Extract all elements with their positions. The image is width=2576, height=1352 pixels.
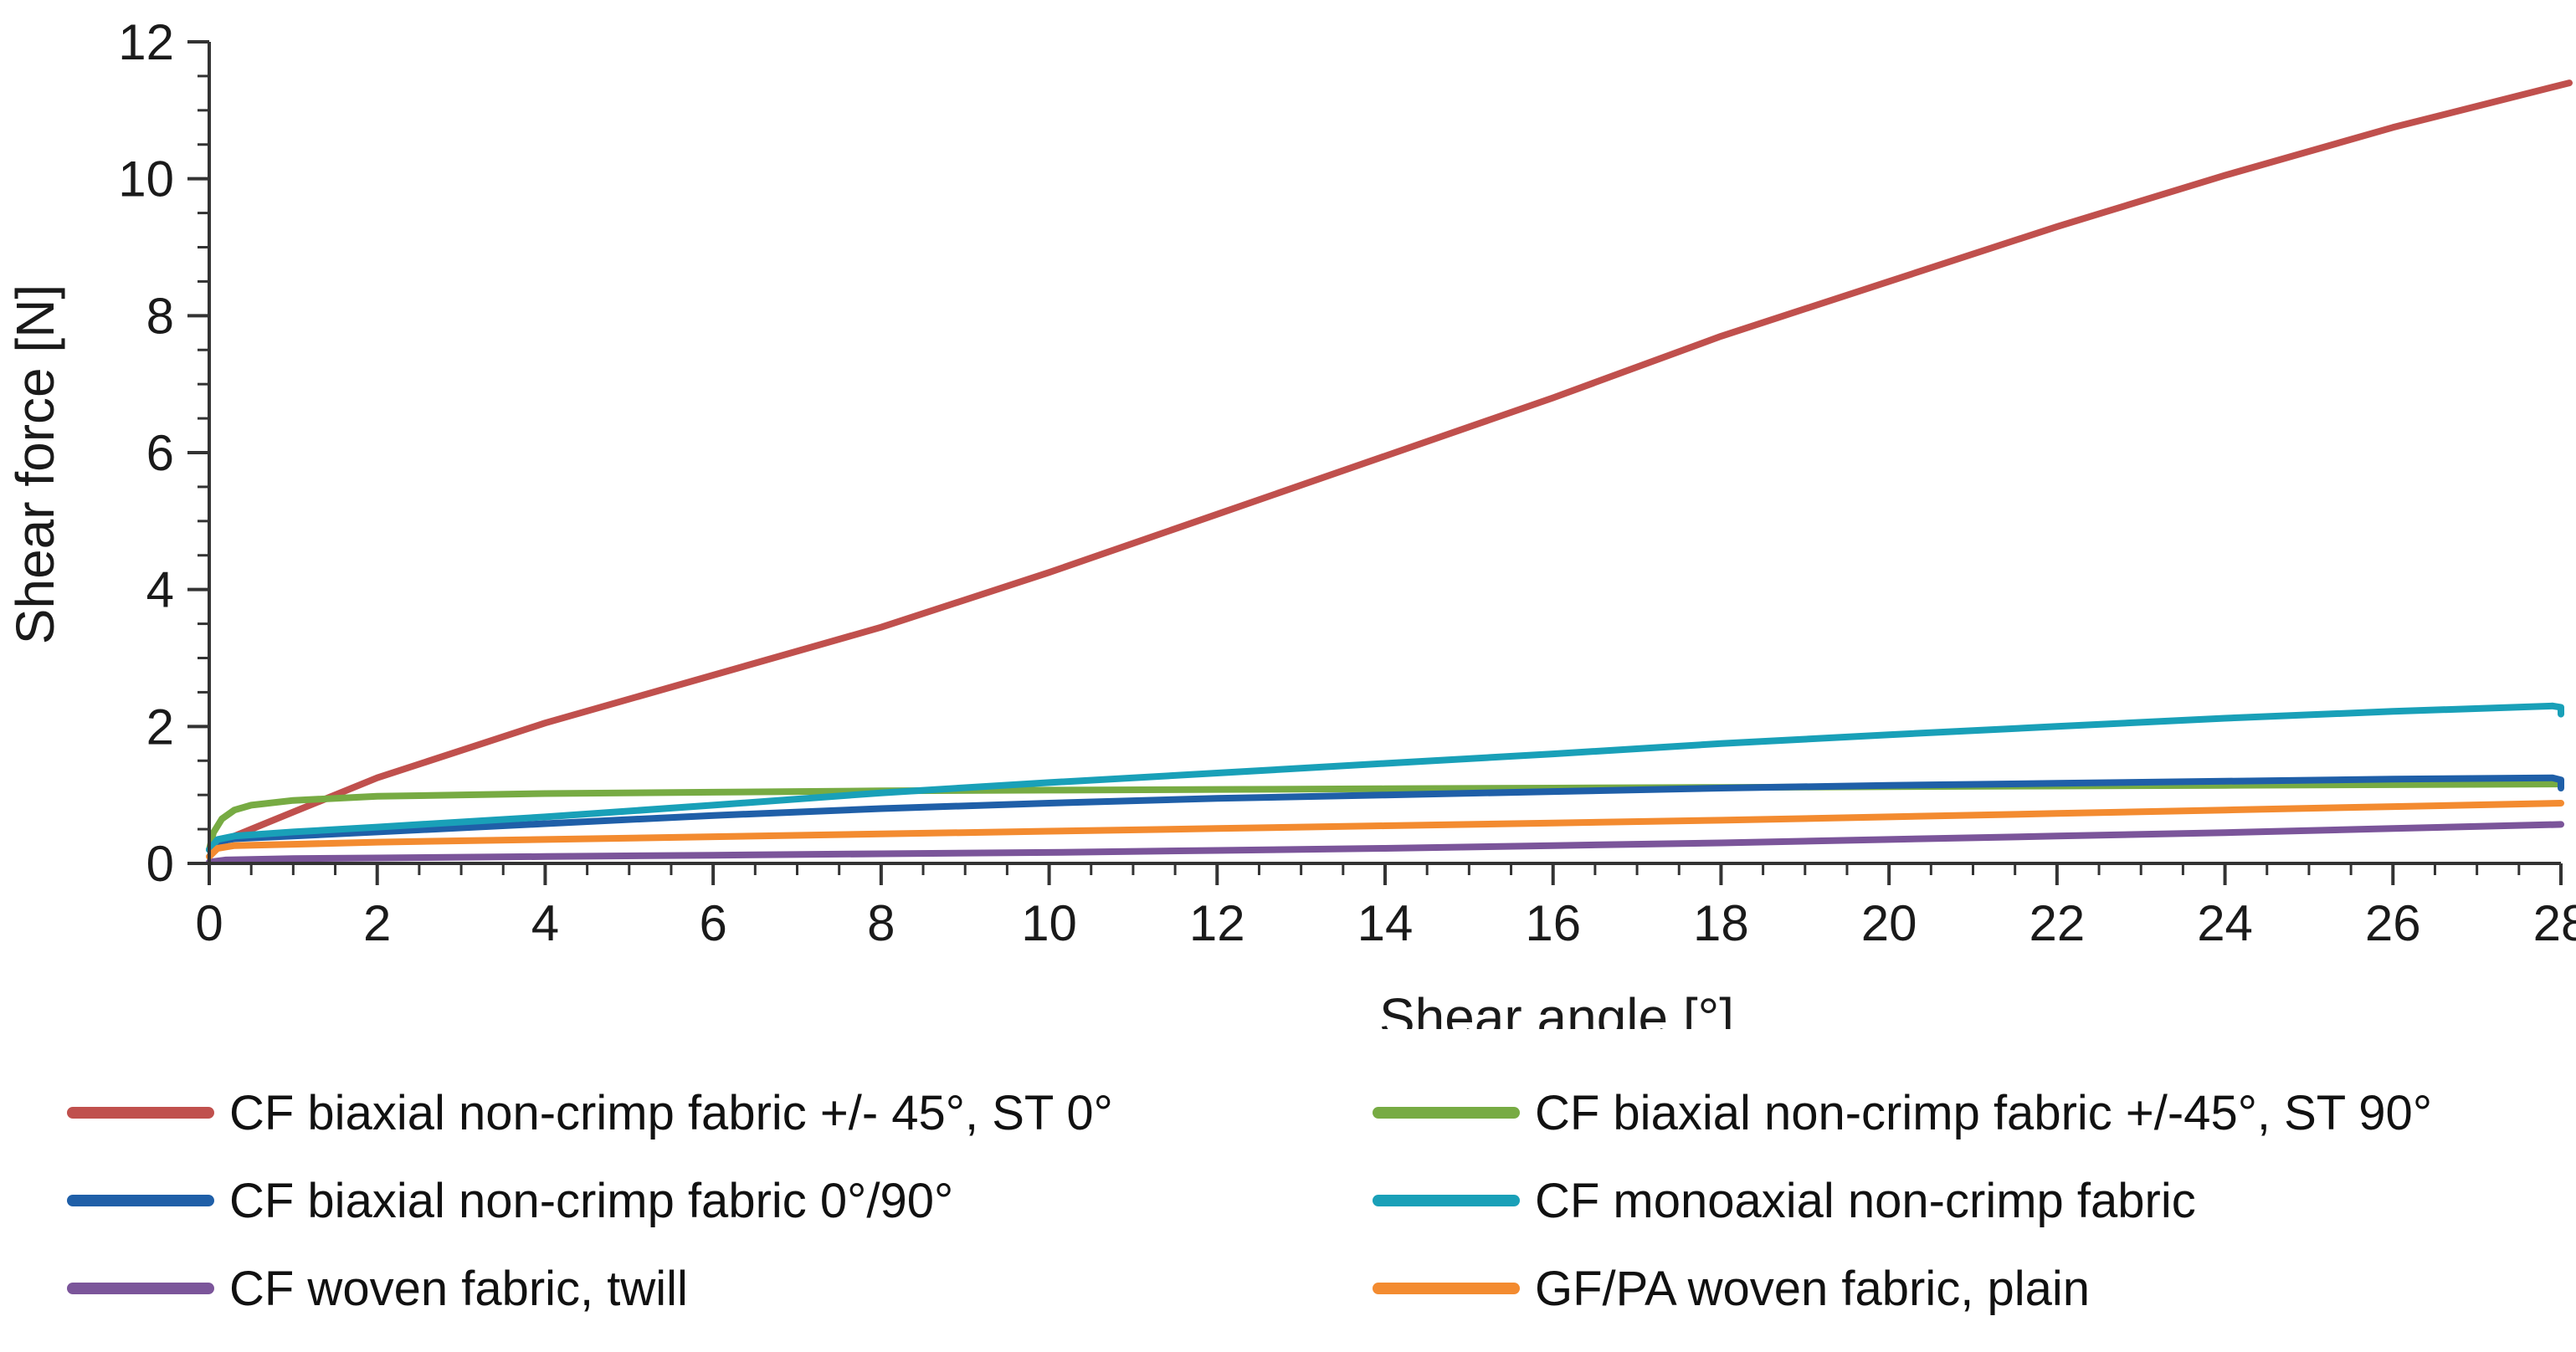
x-ticks: 0 2 4 6 8 10 12 14 16 18 20 22 24 26 28 xyxy=(195,863,2576,951)
x-tick-label: 2 xyxy=(363,895,391,951)
x-tick-label: 14 xyxy=(1357,895,1414,951)
x-tick-label: 20 xyxy=(1861,895,1917,951)
x-tick-label: 0 xyxy=(195,895,223,951)
y-tick-label: 4 xyxy=(146,562,174,618)
y-axis-title: Shear force [N] xyxy=(5,284,65,644)
x-tick-label: 24 xyxy=(2197,895,2253,951)
x-tick-label: 26 xyxy=(2365,895,2421,951)
x-tick-label: 16 xyxy=(1525,895,1581,951)
x-axis-title: Shear angle [°] xyxy=(1379,987,1734,1029)
y-tick-label: 12 xyxy=(118,14,174,70)
legend-item: CF biaxial non-crimp fabric 0°/90° xyxy=(67,1159,953,1242)
series-line-2 xyxy=(206,774,2564,853)
legend-label: CF biaxial non-crimp fabric +/- 45°, ST … xyxy=(229,1085,1113,1140)
legend-swatch xyxy=(1373,1195,1520,1206)
legend-swatch xyxy=(67,1107,214,1119)
legend-item: GF/PA woven fabric, plain xyxy=(1373,1247,2090,1330)
x-tick-label: 8 xyxy=(867,895,895,951)
y-ticks: 0 2 4 6 8 10 12 xyxy=(118,14,209,892)
y-tick-label: 10 xyxy=(118,151,174,207)
legend-swatch xyxy=(67,1283,214,1294)
x-tick-label: 28 xyxy=(2533,895,2576,951)
x-tick-label: 22 xyxy=(2029,895,2085,951)
legend: CF biaxial non-crimp fabric +/- 45°, ST … xyxy=(0,1071,2576,1339)
legend-label: CF biaxial non-crimp fabric +/-45°, ST 9… xyxy=(1535,1085,2433,1140)
y-tick-label: 0 xyxy=(146,836,174,892)
legend-swatch xyxy=(1373,1283,1520,1294)
series-layer xyxy=(206,79,2573,866)
legend-item: CF woven fabric, twill xyxy=(67,1247,688,1330)
y-tick-label: 8 xyxy=(146,288,174,344)
legend-item: CF biaxial non-crimp fabric +/- 45°, ST … xyxy=(67,1071,1113,1155)
legend-swatch xyxy=(67,1195,214,1206)
x-tick-label: 10 xyxy=(1021,895,1077,951)
legend-item: CF biaxial non-crimp fabric +/-45°, ST 9… xyxy=(1373,1071,2432,1155)
series-line-0 xyxy=(206,79,2573,853)
legend-label: GF/PA woven fabric, plain xyxy=(1535,1261,2091,1316)
legend-label: CF woven fabric, twill xyxy=(229,1261,688,1316)
series-line-5 xyxy=(206,800,2564,860)
legend-label: CF biaxial non-crimp fabric 0°/90° xyxy=(229,1173,954,1228)
legend-item: CF monoaxial non-crimp fabric xyxy=(1373,1159,2196,1242)
y-tick-label: 2 xyxy=(146,699,174,755)
x-tick-label: 18 xyxy=(1693,895,1749,951)
series-line-4 xyxy=(206,821,2564,866)
x-tick-label: 6 xyxy=(699,895,726,951)
x-tick-label: 4 xyxy=(531,895,559,951)
x-tick-label: 12 xyxy=(1189,895,1245,951)
y-tick-label: 6 xyxy=(146,425,174,481)
legend-swatch xyxy=(1373,1107,1520,1119)
series-line-3 xyxy=(206,702,2564,853)
legend-label: CF monoaxial non-crimp fabric xyxy=(1535,1173,2196,1228)
